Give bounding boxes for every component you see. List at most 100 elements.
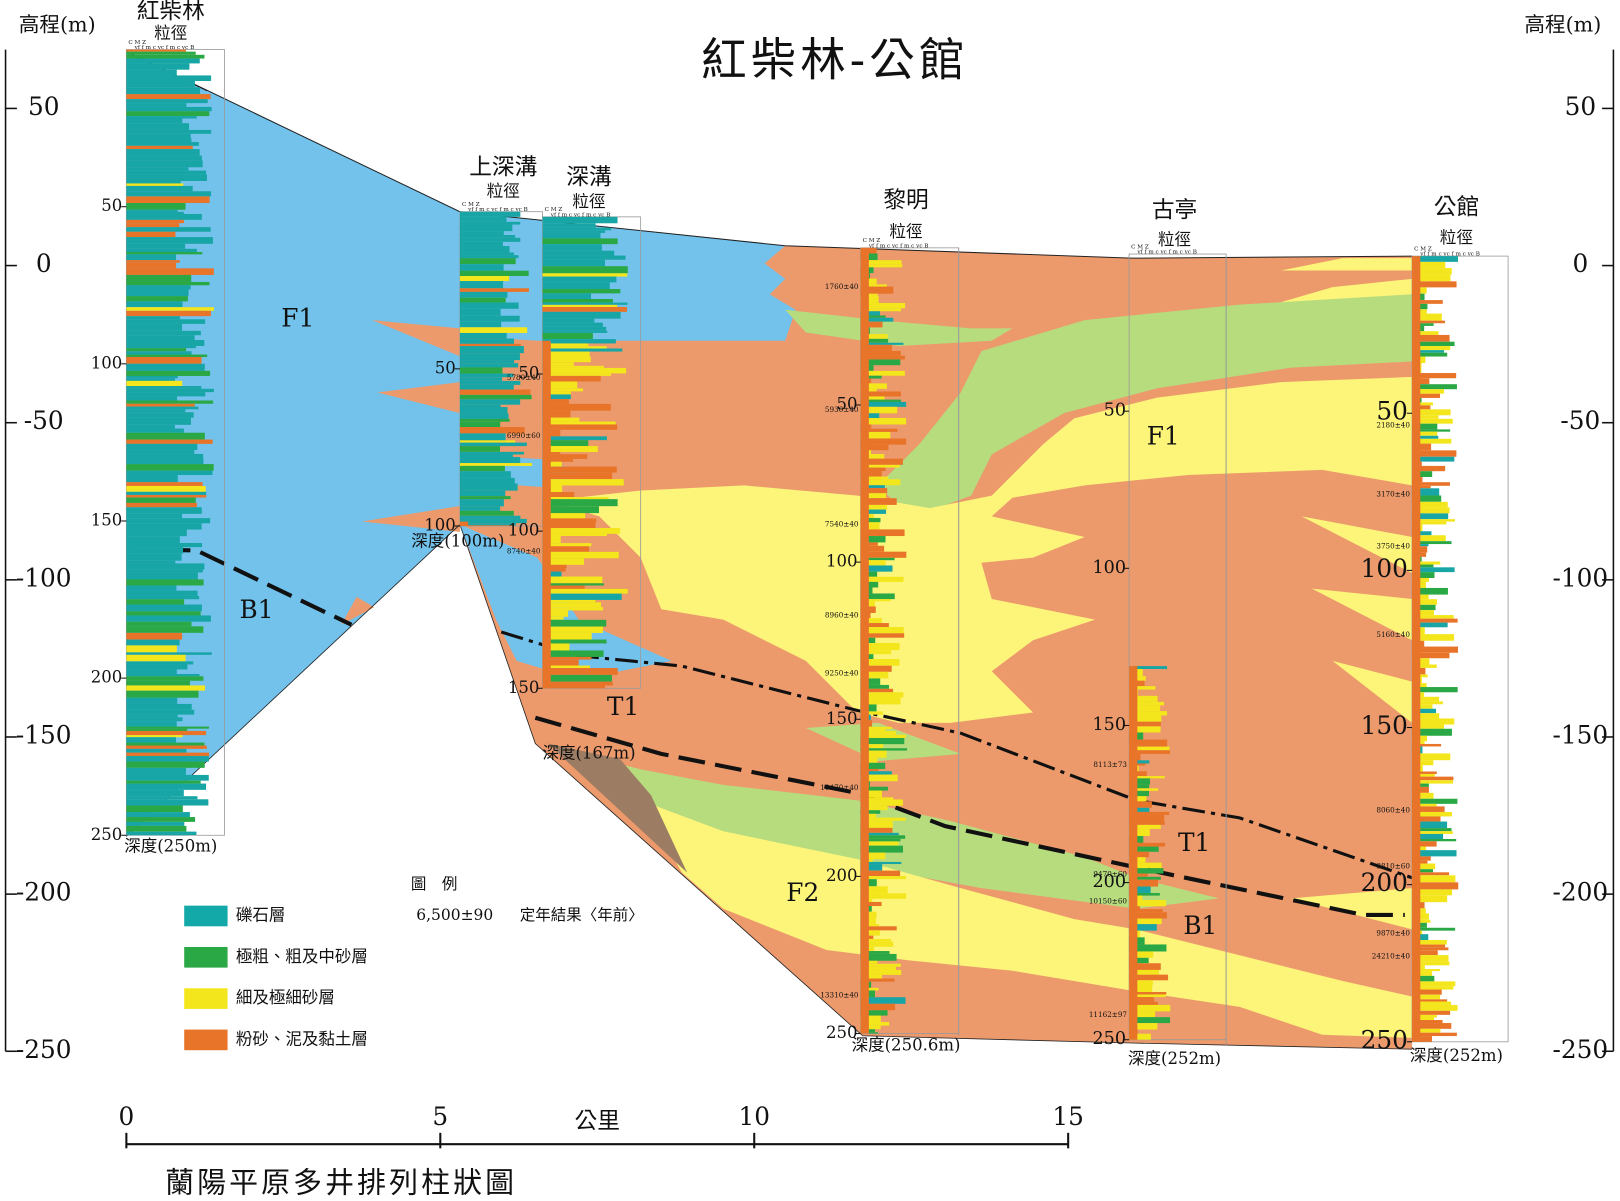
lithology-band [860, 344, 892, 351]
lithology-band [126, 745, 207, 749]
lithology-band [860, 493, 887, 499]
lithology-band [126, 748, 187, 753]
lithology-band [126, 726, 209, 729]
lithology-band [542, 259, 605, 267]
caption: 蘭陽平原多井排列柱狀圖 [165, 1165, 517, 1199]
lithology-band [126, 417, 191, 425]
lithology-band [1129, 790, 1149, 797]
lithology-band [542, 332, 593, 340]
lithology-band [1129, 862, 1162, 869]
legend-label: 細及極細砂層 [236, 988, 335, 1007]
lithology-band [126, 761, 205, 768]
lithology-band [126, 351, 192, 355]
gravel-wedge [126, 51, 460, 837]
lithology-band [126, 513, 183, 519]
lithology-band [1412, 373, 1457, 379]
y-tick-label: -50 [24, 406, 64, 435]
lithology-band [1412, 1036, 1432, 1042]
lithology-band [542, 410, 571, 418]
lithology-band [126, 645, 177, 653]
lithology-band [126, 697, 178, 704]
depth-tick-label: 50 [435, 358, 456, 377]
lithology-band [126, 450, 195, 454]
lithology-band [1412, 743, 1442, 747]
lithology-band [542, 244, 602, 251]
lithology-band [126, 254, 176, 261]
lithology-band [542, 528, 621, 534]
lithology-band [542, 685, 606, 689]
lithology-band [126, 356, 202, 364]
lithology-band [459, 404, 501, 408]
lithology-band [1129, 1033, 1151, 1040]
lithology-band [860, 342, 904, 345]
date-label: 11162±97 [1089, 1010, 1128, 1019]
lithology-band [1129, 963, 1161, 970]
lithology-band [459, 446, 500, 452]
lithology-band [1412, 961, 1450, 966]
depth-tick-label: 150 [1092, 715, 1126, 735]
lithology-band [459, 399, 521, 405]
well-name: 公館 [1434, 195, 1479, 221]
lithology-band [1129, 1017, 1171, 1024]
grain-size-header: C M Z [545, 207, 563, 213]
depth-tick-label: 250 [1361, 1025, 1408, 1054]
lithology-band [860, 771, 892, 775]
lithology-band [860, 522, 880, 530]
lithology-band [126, 111, 210, 117]
depth-tick-label: 150 [826, 709, 858, 728]
lithology-band [542, 293, 592, 300]
lithology-band [1412, 947, 1449, 951]
lithology-band [126, 728, 188, 731]
lithology-band [459, 264, 504, 271]
lithology-band [860, 762, 886, 769]
b1-boundary [534, 715, 1405, 918]
lithology-band [1412, 423, 1438, 430]
lithology-band [860, 832, 899, 836]
lithology-band [860, 1003, 896, 1011]
lithology-band [459, 353, 520, 361]
lithology-band [542, 302, 628, 305]
lithology-band [126, 289, 189, 297]
grain-size-header: C M Z [1131, 244, 1149, 250]
lithology-band [860, 627, 904, 634]
lithology-band [542, 381, 578, 389]
lithology-band [459, 463, 533, 466]
date-label: 9470±60 [1093, 870, 1127, 879]
legend-swatch [184, 905, 228, 927]
lithology-band [459, 518, 527, 524]
lithology-band [1412, 780, 1454, 784]
lithology-band [860, 1010, 888, 1016]
lithology-band [542, 665, 590, 669]
lithology-band [126, 412, 194, 418]
lithology-band [126, 316, 180, 320]
lithology-band [126, 310, 211, 317]
unit-label: F1 [281, 304, 314, 333]
lithology-band [860, 536, 886, 543]
lithology-band [1129, 726, 1161, 733]
boundary-line [459, 524, 1413, 1050]
lithology-band [459, 216, 507, 222]
lithology-band [126, 730, 207, 736]
lithology-band [1412, 274, 1451, 282]
lithology-band [860, 852, 886, 860]
lithology-band [1129, 879, 1159, 887]
lithology-band [542, 318, 595, 323]
lithology-band [542, 513, 586, 519]
lithology-band [860, 545, 885, 552]
lithology-band [542, 497, 609, 500]
lithology-band [860, 1015, 881, 1023]
lithology-band [459, 338, 514, 344]
lithology-band [126, 330, 201, 336]
lithology-band [1129, 876, 1161, 880]
date-label: 1760±40 [825, 282, 859, 291]
lithology-band [542, 367, 627, 374]
lithology-band [860, 396, 885, 400]
y-tick-label: 0 [1572, 249, 1588, 278]
depth-tick-label: 100 [91, 353, 123, 372]
lithology-band [459, 367, 503, 374]
lithology-band [542, 461, 562, 467]
lithology-band [126, 639, 180, 646]
lithology-band [126, 523, 202, 530]
lithology-band [542, 304, 618, 307]
lithology-band [126, 604, 202, 612]
